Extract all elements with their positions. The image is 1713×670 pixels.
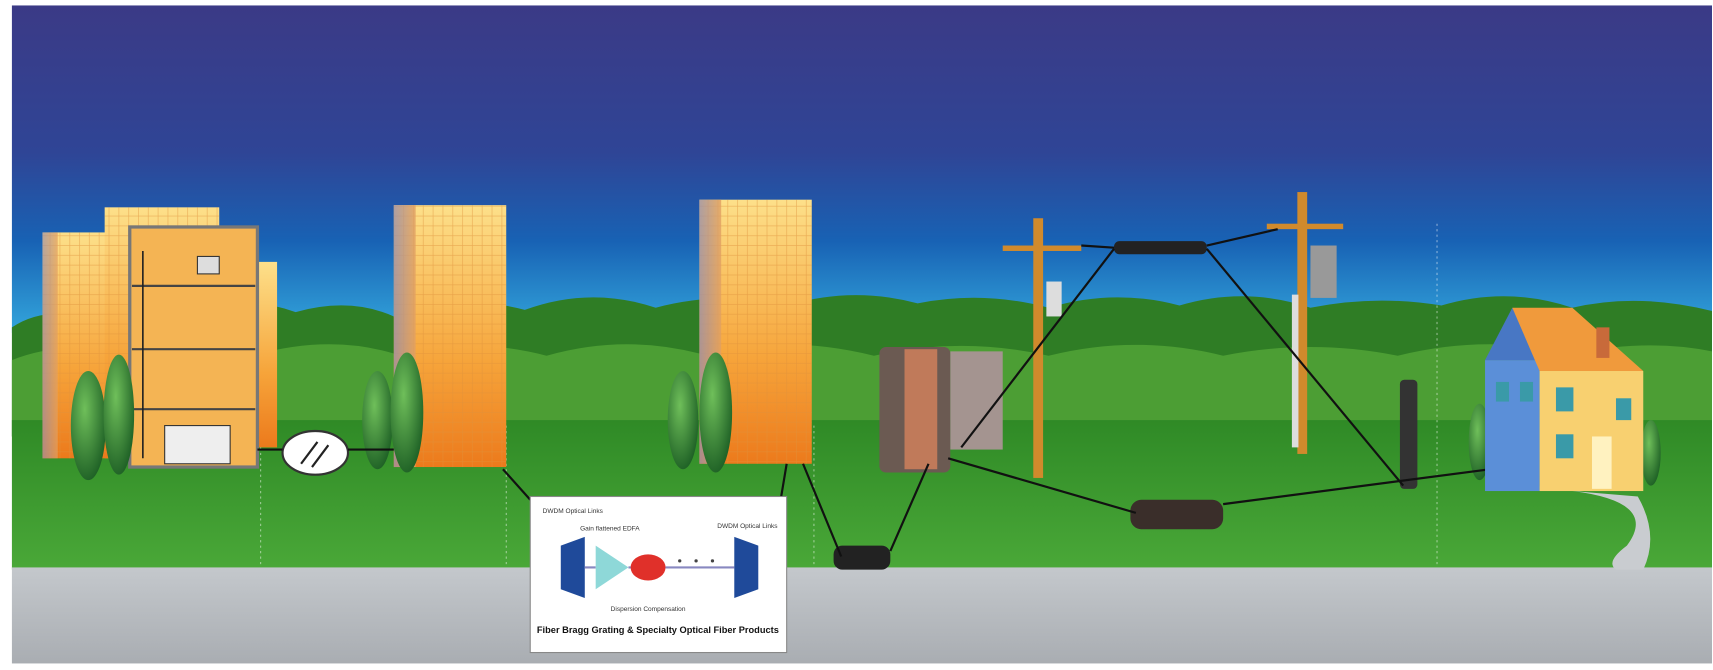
inset-label: Dispersion Compensation <box>611 606 686 613</box>
inset-label: Gain flattened EDFA <box>580 525 640 532</box>
road <box>11 567 1713 664</box>
sky <box>11 5 1713 333</box>
inset-label: DWDM Optical Links <box>543 508 604 515</box>
house <box>1485 307 1651 570</box>
inset-caption: Fiber Bragg Grating & Specialty Optical … <box>537 625 779 635</box>
inset-label: DWDM Optical Links <box>717 523 778 530</box>
inset-diagram: DWDM Optical Links Gain flattened EDFA D… <box>529 495 788 654</box>
fiber-cables <box>257 228 1507 557</box>
